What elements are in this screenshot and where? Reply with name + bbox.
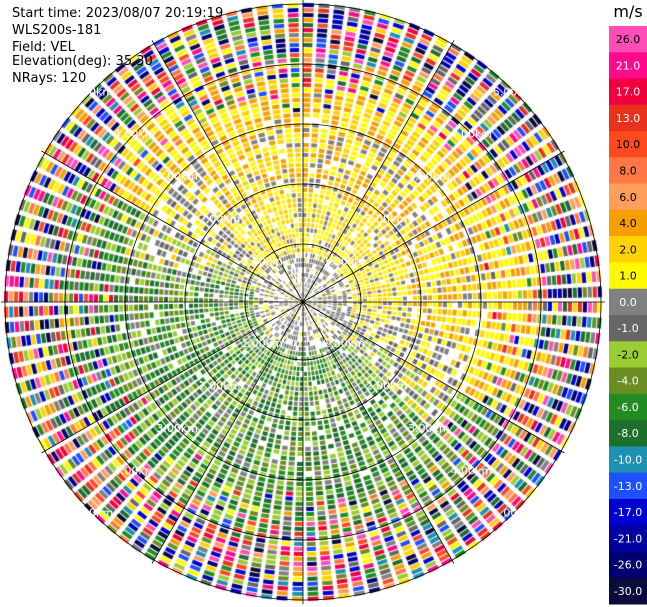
range-ring-label: 1.00km [241,255,283,268]
range-ring-label: 2.00km [199,379,241,392]
elevation-text: Elevation(deg): 35.30 [12,54,153,69]
azimuth-spoke [302,40,455,303]
azimuth-spoke [151,40,304,303]
range-ring-label: 5.00km [71,85,113,98]
range-ring-label: 5.00km [71,507,113,520]
range-ring-label: 4.00km [114,464,156,477]
range-ring-label: 2.00km [199,213,241,226]
range-ring-label: 3.00km [408,422,450,435]
azimuth-spoke [41,150,304,303]
azimuth-spoke [302,150,565,303]
instrument-text: WLS200s-181 [12,23,102,38]
range-ring-label: 3.00km [408,170,450,183]
azimuth-spoke [151,301,304,564]
azimuth-spoke [302,301,565,454]
azimuth-spoke [302,301,455,564]
range-ring-label: 1.00km [241,337,283,350]
azimuth-spoke [41,301,304,454]
range-ring-label: 3.00km [156,170,198,183]
range-ring-label: 4.00km [451,128,493,141]
range-ring-label: 1.00km [323,255,365,268]
range-ring-label: 4.00km [451,464,493,477]
range-ring-label: 5.00km [493,507,535,520]
range-ring-label: 1.00km [323,337,365,350]
range-ring-label: 2.00km [366,213,408,226]
range-ring-label: 4.00km [114,128,156,141]
colorbar-unit: m/s [613,2,643,21]
start-time-text: Start time: 2023/08/07 20:19:19 [12,6,224,21]
range-ring-label: 5.00km [493,85,535,98]
field-text: Field: VEL [12,40,75,55]
range-ring-label: 3.00km [156,422,198,435]
range-ring-label: 2.00km [366,379,408,392]
nrays-text: NRays: 120 [12,71,87,86]
